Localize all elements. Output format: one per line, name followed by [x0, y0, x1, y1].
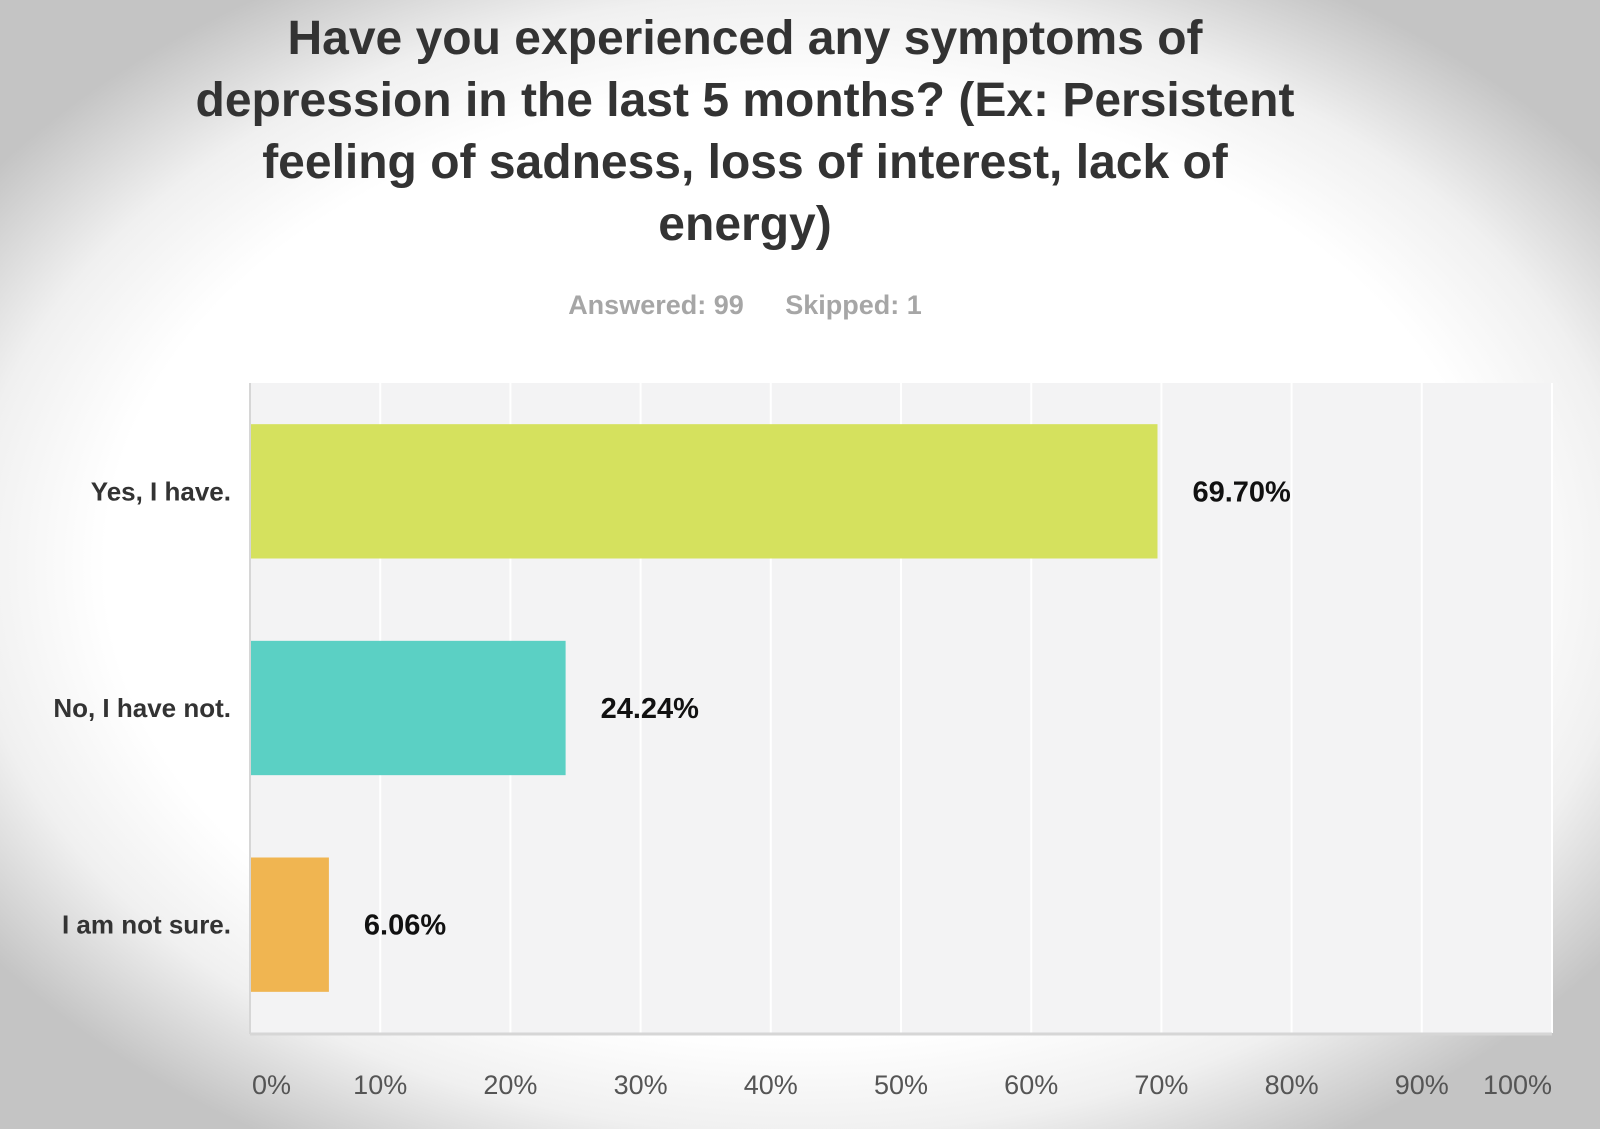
skipped-count: Skipped: 1: [785, 290, 922, 320]
bar: [251, 857, 329, 992]
x-tick-label: 10%: [353, 1070, 407, 1100]
x-tick-labels: 0% 10% 20% 30% 40% 50% 60% 70% 80% 90% 100%: [252, 1070, 1552, 1100]
x-tick-label: 40%: [744, 1070, 798, 1100]
category-labels: Yes, I have. No, I have not. I am not sure…: [53, 476, 231, 939]
category-label: I am not sure.: [62, 910, 231, 940]
x-tick-label: 20%: [483, 1070, 537, 1100]
response-stats: Answered: 99 Skipped: 1: [0, 290, 1490, 321]
value-label: 69.70%: [1192, 476, 1291, 508]
x-tick-label: 90%: [1395, 1070, 1449, 1100]
x-tick-label: 50%: [874, 1070, 928, 1100]
x-tick-label: 100%: [1483, 1070, 1552, 1100]
category-label: Yes, I have.: [91, 476, 231, 506]
bar: [251, 640, 566, 776]
x-tick-label: 0%: [252, 1070, 291, 1100]
x-tick-label: 60%: [1004, 1070, 1058, 1100]
value-label: 24.24%: [601, 693, 700, 725]
value-label: 6.06%: [364, 910, 446, 942]
bar: [251, 424, 1158, 559]
answered-count: Answered: 99: [568, 290, 744, 320]
value-labels: 69.70% 24.24% 6.06%: [364, 476, 1291, 941]
x-tick-label: 80%: [1265, 1070, 1319, 1100]
x-tick-label: 30%: [614, 1070, 668, 1100]
x-tick-label: 70%: [1134, 1070, 1188, 1100]
bars: [251, 424, 1158, 992]
category-label: No, I have not.: [53, 693, 231, 723]
chart-title: Have you experienced any symptoms of dep…: [195, 12, 1295, 251]
